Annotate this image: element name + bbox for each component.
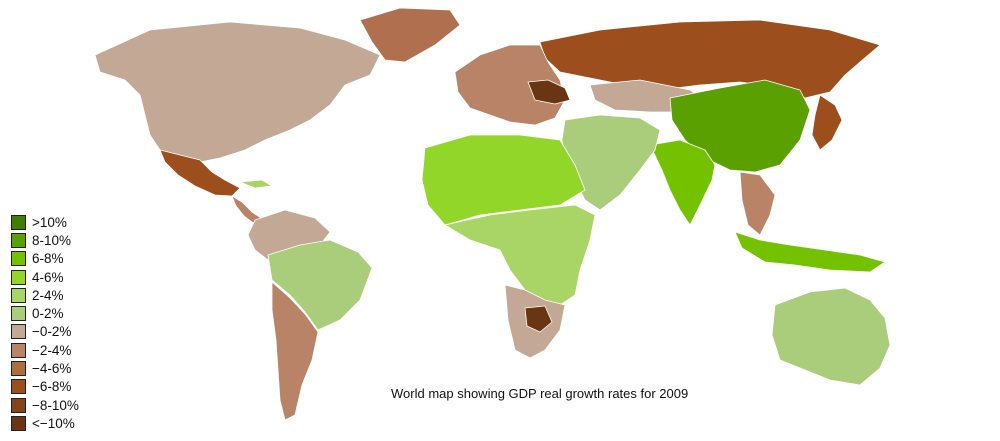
legend-swatch [11,324,26,340]
legend-swatch [11,379,26,395]
legend-label: −6-8% [32,379,72,395]
legend-swatch [11,397,26,413]
region-brazil [267,239,373,331]
region-india [649,139,716,226]
legend-label: 6-8% [32,251,64,267]
legend-label: −4-6% [32,361,72,377]
region-argentina-chile [271,281,319,421]
legend-item: 6-8% [11,250,121,268]
legend-label: <−10% [32,415,75,431]
legend-label: −0-2% [32,324,72,340]
legend-swatch [11,251,26,267]
legend-label: 0-2% [32,306,64,322]
legend-swatch [11,232,26,248]
legend-swatch [11,269,26,285]
legend-item: 2-4% [11,286,121,304]
region-ukraine [527,79,571,105]
legend-item: −2-4% [11,341,121,359]
legend-item: −6-8% [11,378,121,396]
legend-item: −0-2% [11,323,121,341]
map-legend: >10% 8-10% 6-8% 4-6% 2-4% 0-2% −0-2% −2-4% −4-6%… [11,213,121,433]
legend-item: 0-2% [11,304,121,322]
region-greenland [359,7,461,63]
legend-label: −8-10% [32,397,79,413]
legend-swatch [11,361,26,377]
region-north-america [94,21,381,163]
legend-swatch [11,287,26,303]
legend-item: −4-6% [11,359,121,377]
legend-label: 2-4% [32,287,64,303]
legend-label: −2-4% [32,342,72,358]
legend-swatch [11,306,26,322]
region-china [669,79,811,173]
region-cuba [239,179,273,189]
legend-swatch [11,342,26,358]
region-australia [771,287,891,386]
region-indonesia [734,231,886,273]
legend-label: >10% [32,214,67,230]
region-africa-north [421,134,586,226]
region-botswana [524,305,553,333]
region-japan [811,94,843,151]
legend-label: 4-6% [32,269,64,285]
land-layer [94,7,891,421]
region-middle-east [561,114,661,211]
legend-item: 4-6% [11,268,121,286]
legend-item: −8-10% [11,396,121,414]
region-southeast-asia [739,171,776,236]
legend-swatch [11,214,26,230]
legend-item: >10% [11,213,121,231]
map-caption: World map showing GDP real growth rates … [391,386,689,401]
region-africa-central [444,204,596,306]
legend-swatch [11,415,26,431]
region-europe [454,44,566,126]
region-russia [539,19,881,99]
legend-item: <−10% [11,414,121,432]
legend-item: 8-10% [11,231,121,249]
legend-label: 8-10% [32,232,72,248]
